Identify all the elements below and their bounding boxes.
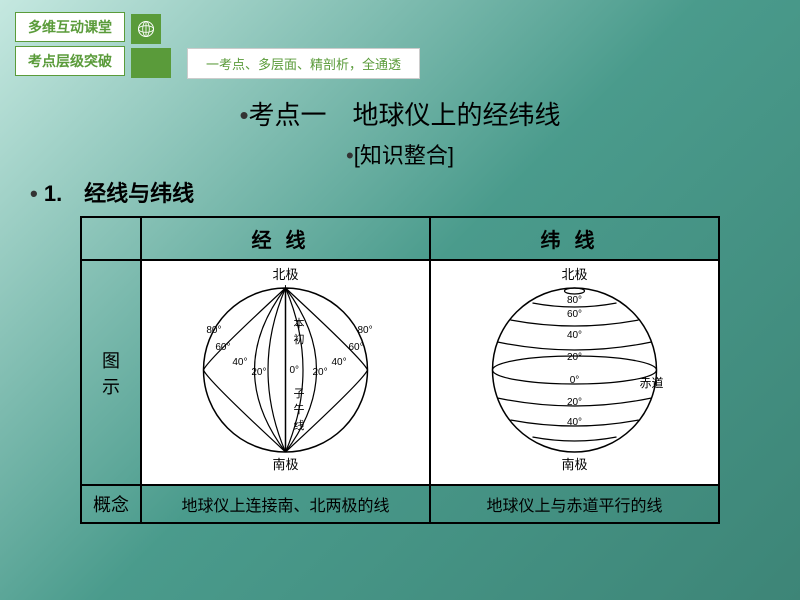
svg-text:60°: 60° bbox=[567, 309, 582, 320]
svg-text:子: 子 bbox=[294, 387, 305, 400]
svg-text:80°: 80° bbox=[567, 295, 582, 306]
svg-text:午: 午 bbox=[294, 403, 305, 416]
heading-section-text: [知识整合] bbox=[354, 143, 454, 168]
heading-topic-text: 考点一 地球仪上的经纬线 bbox=[249, 100, 561, 130]
svg-text:20°: 20° bbox=[251, 367, 266, 378]
svg-text:北极: 北极 bbox=[561, 267, 587, 282]
table-header-row: 经线 纬线 bbox=[81, 217, 719, 260]
tag-classroom: 多维互动课堂 bbox=[15, 12, 125, 42]
heading-section: •[知识整合] bbox=[30, 138, 770, 170]
svg-text:0°: 0° bbox=[570, 375, 580, 386]
header-area: 多维互动课堂 考点层级突破 一考点、多层面、精剖析，全通透 bbox=[0, 0, 800, 80]
svg-text:线: 线 bbox=[294, 418, 305, 432]
svg-text:40°: 40° bbox=[567, 330, 582, 341]
svg-text:20°: 20° bbox=[567, 397, 582, 408]
bullet-icon: • bbox=[346, 143, 354, 168]
meridian-concept: 地球仪上连接南、北两极的线 bbox=[141, 485, 430, 523]
subtitle-text: 一考点、多层面、精剖析，全通透 bbox=[187, 48, 420, 79]
table-corner-cell bbox=[81, 217, 141, 260]
svg-text:40°: 40° bbox=[332, 357, 347, 368]
svg-text:南极: 南极 bbox=[272, 457, 298, 472]
meridian-globe-diagram: 北极 + 本 初 0° bbox=[146, 265, 425, 475]
svg-text:60°: 60° bbox=[349, 342, 364, 353]
table-concept-row: 概念 地球仪上连接南、北两极的线 地球仪上与赤道平行的线 bbox=[81, 485, 719, 523]
comparison-table: 经线 纬线 图 示 北极 bbox=[80, 216, 720, 524]
svg-text:80°: 80° bbox=[358, 325, 373, 336]
row-label-diagram: 图 示 bbox=[81, 260, 141, 485]
svg-text:40°: 40° bbox=[232, 357, 247, 368]
decoration-square bbox=[131, 48, 171, 78]
svg-text:40°: 40° bbox=[567, 417, 582, 428]
parallel-diagram-cell: 北极 80° 60° 40° 20° 0° bbox=[430, 260, 719, 485]
heading-topic: •考点一 地球仪上的经纬线 bbox=[30, 95, 770, 132]
parallel-globe-diagram: 北极 80° 60° 40° 20° 0° bbox=[435, 265, 714, 475]
heading-subsection: • 1. 经线与纬线 bbox=[30, 176, 770, 208]
bullet-icon: • bbox=[30, 181, 38, 206]
svg-text:赤道: 赤道 bbox=[640, 376, 664, 390]
svg-text:60°: 60° bbox=[215, 342, 230, 353]
svg-text:80°: 80° bbox=[206, 325, 221, 336]
col-header-meridian: 经线 bbox=[141, 217, 430, 260]
table-diagram-row: 图 示 北极 bbox=[81, 260, 719, 485]
globe-icon bbox=[131, 14, 161, 44]
svg-text:0°: 0° bbox=[290, 365, 300, 376]
parallel-concept: 地球仪上与赤道平行的线 bbox=[430, 485, 719, 523]
svg-text:+: + bbox=[281, 280, 289, 296]
svg-text:20°: 20° bbox=[313, 367, 328, 378]
heading-subsection-text: 1. 经线与纬线 bbox=[44, 181, 194, 206]
svg-text:20°: 20° bbox=[567, 352, 582, 363]
bullet-icon: • bbox=[239, 100, 248, 130]
svg-text:初: 初 bbox=[294, 332, 305, 346]
tag-breakthrough: 考点层级突破 bbox=[15, 46, 125, 76]
content-area: •考点一 地球仪上的经纬线 •[知识整合] • 1. 经线与纬线 经线 纬线 图… bbox=[0, 80, 800, 524]
col-header-parallel: 纬线 bbox=[430, 217, 719, 260]
row-label-concept: 概念 bbox=[81, 485, 141, 523]
meridian-diagram-cell: 北极 + 本 初 0° bbox=[141, 260, 430, 485]
svg-text:本: 本 bbox=[294, 316, 305, 330]
svg-text:南极: 南极 bbox=[561, 457, 587, 472]
